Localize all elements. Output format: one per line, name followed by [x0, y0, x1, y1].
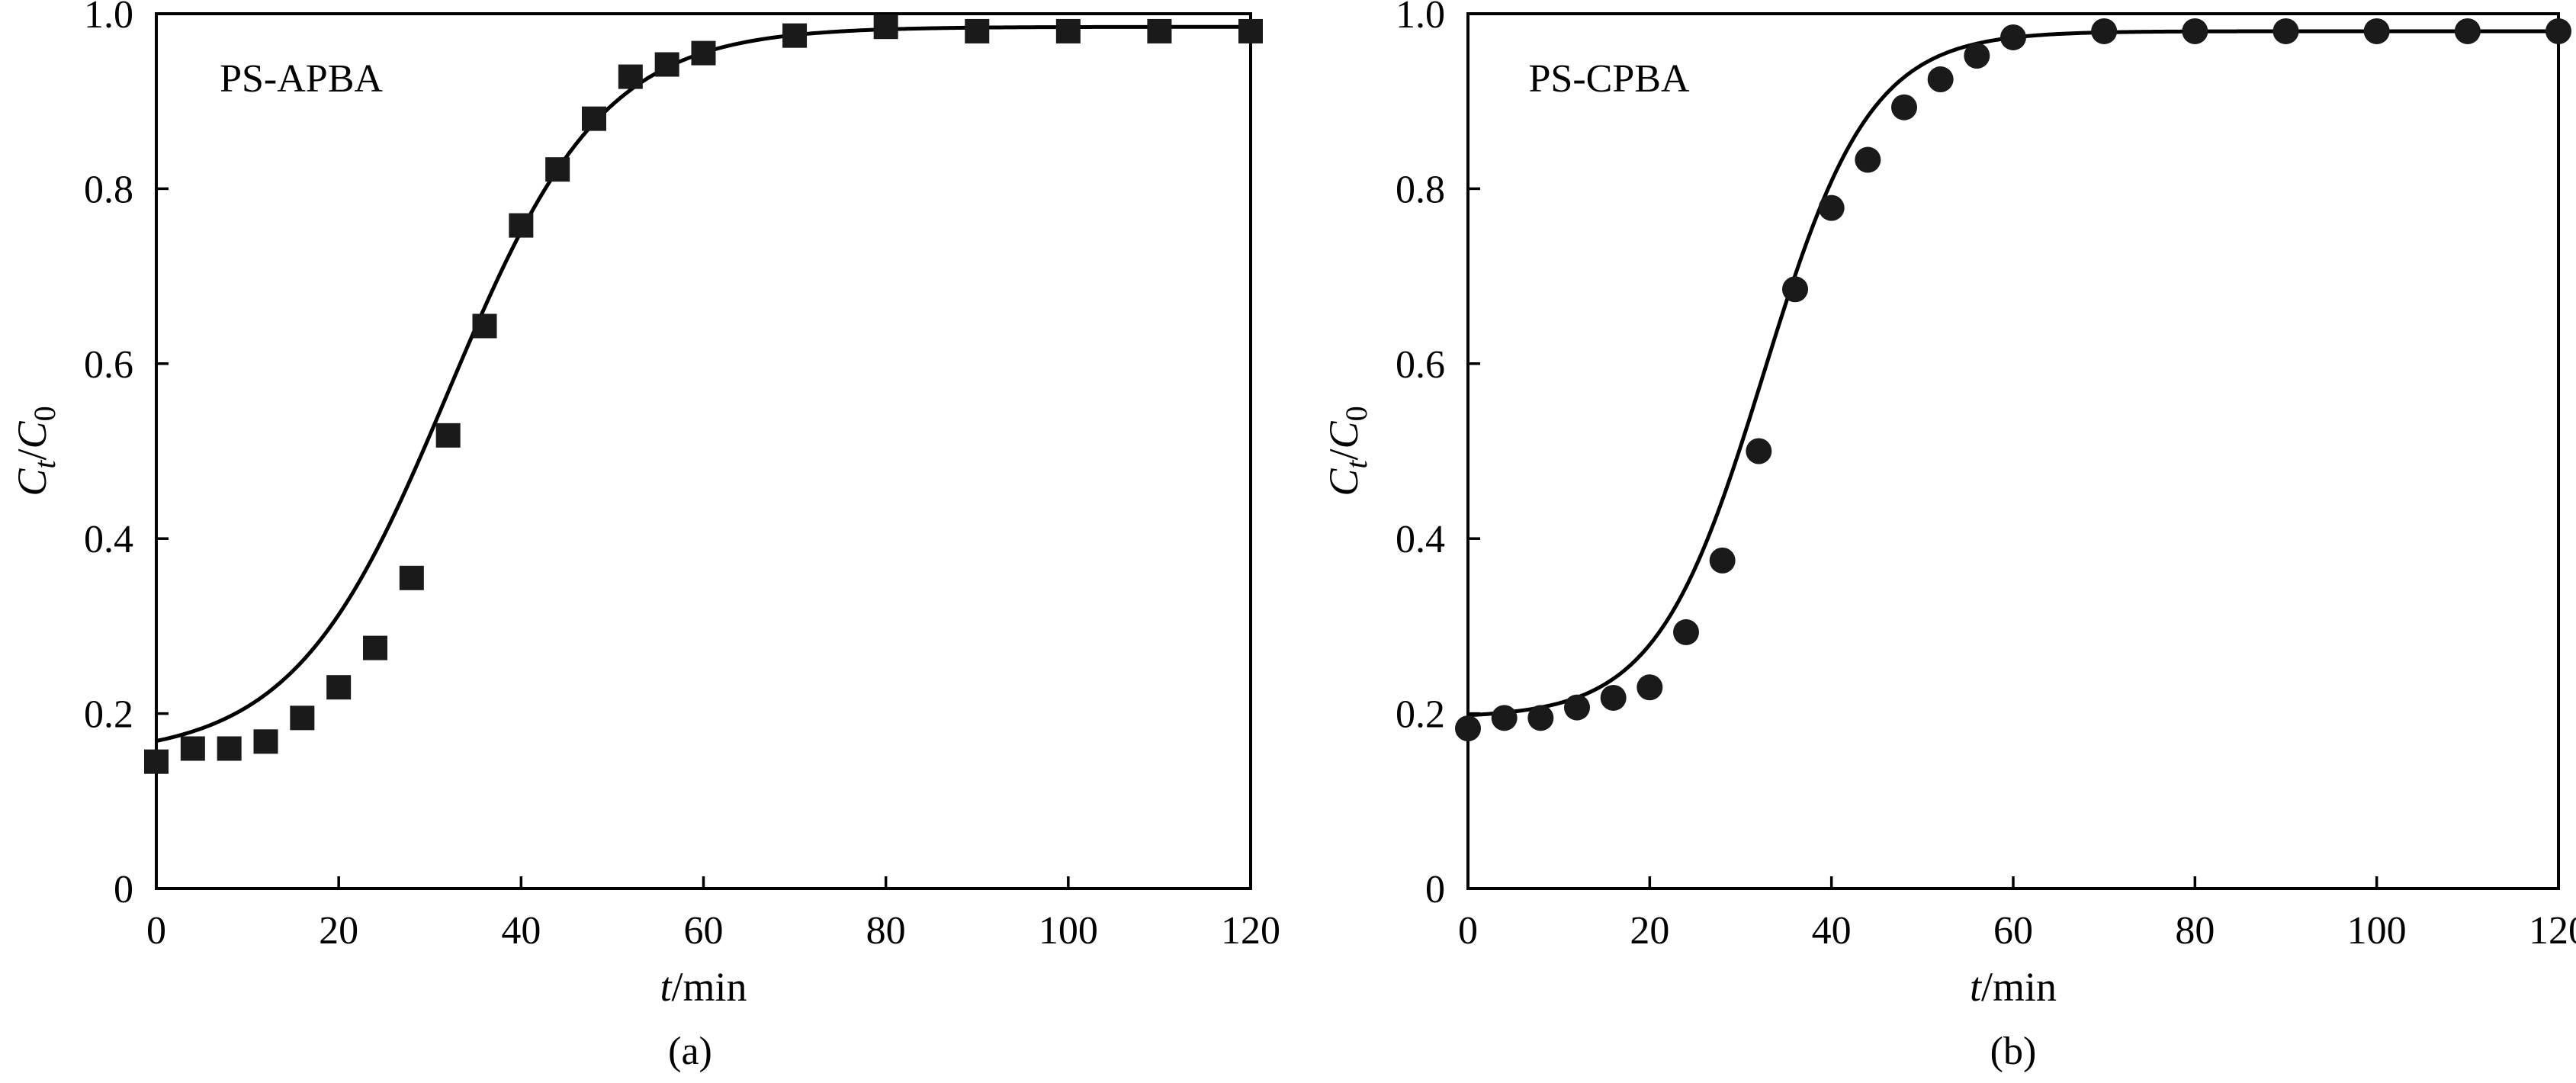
data-point	[2454, 18, 2481, 44]
data-point	[1527, 705, 1554, 731]
data-point	[363, 635, 387, 660]
data-point	[435, 423, 461, 448]
panel-title: PS-CPBA	[1529, 57, 1690, 101]
y-tick-label: 1.0	[84, 0, 133, 37]
x-tick-label: 100	[1039, 909, 1098, 953]
y-tick-label: 0.8	[84, 168, 133, 211]
y-axis-title: Ct/C0	[1321, 406, 1373, 496]
x-tick-label: 40	[501, 909, 541, 953]
data-point	[618, 64, 643, 89]
data-point	[1927, 66, 1954, 93]
data-point	[1600, 684, 1627, 711]
data-point	[290, 705, 315, 731]
plot-frame	[1466, 12, 2560, 890]
data-point	[1782, 276, 1808, 303]
x-tick-label: 20	[319, 909, 358, 953]
x-axis-title: t/min	[660, 964, 747, 1010]
data-point	[2545, 18, 2571, 44]
x-tick-label: 120	[2529, 909, 2576, 953]
data-point	[1238, 18, 1263, 43]
data-point	[582, 106, 606, 131]
y-tick-label: 0.2	[84, 693, 133, 737]
panel-caption: (a)	[668, 1030, 712, 1073]
x-tick-label: 80	[866, 909, 906, 953]
y-tick-label: 0	[1425, 868, 1445, 911]
data-point	[1564, 694, 1590, 721]
data-point	[1709, 547, 1736, 574]
y-tick-label: 0.6	[84, 343, 133, 387]
data-point	[253, 729, 278, 754]
data-point	[1891, 94, 1917, 121]
data-point	[654, 52, 679, 77]
data-point	[691, 40, 716, 66]
x-axis-title: t/min	[1970, 964, 2057, 1010]
data-point	[1746, 438, 1772, 464]
data-point	[2272, 18, 2299, 44]
data-point	[326, 675, 352, 700]
data-point	[144, 749, 169, 774]
y-tick-label: 1.0	[1396, 0, 1445, 37]
data-point	[1818, 194, 1845, 221]
data-point	[399, 565, 424, 590]
x-tick-label: 0	[1458, 909, 1478, 953]
data-point	[1636, 674, 1663, 701]
y-tick-label: 0.4	[1396, 518, 1445, 561]
panel-caption: (b)	[1990, 1030, 2037, 1073]
fit-curve	[156, 24, 1251, 743]
data-point	[472, 313, 497, 339]
data-point	[1147, 18, 1172, 43]
panel-title: PS-APBA	[220, 57, 383, 101]
data-point	[217, 736, 242, 761]
plot-frame	[155, 12, 1252, 890]
y-tick-label: 0.2	[1396, 693, 1445, 737]
panel-a: 0 20 40 60 80 100 120 0 0.2 0.4 0.6 0.8 1.0 t/min Ct/C…	[9, 0, 1280, 1073]
y-tick-label: 0.8	[1396, 168, 1445, 211]
data-point	[2363, 18, 2390, 44]
y-tick-label: 0.6	[1396, 343, 1445, 387]
data-point	[2091, 18, 2118, 44]
data-point	[1491, 705, 1518, 731]
x-tick-label: 40	[1812, 909, 1852, 953]
x-tick-label: 80	[2175, 909, 2215, 953]
data-point	[1855, 146, 1881, 173]
y-tick-label: 0	[114, 868, 133, 911]
x-tick-label: 20	[1630, 909, 1669, 953]
x-tick-label: 120	[1221, 909, 1280, 953]
x-tick-label: 60	[684, 909, 724, 953]
y-axis-title: Ct/C0	[9, 406, 62, 496]
data-point	[545, 157, 570, 182]
data-point	[965, 18, 990, 43]
data-point	[1673, 619, 1699, 645]
data-point	[1455, 715, 1481, 742]
data-point	[2000, 24, 2026, 50]
panel-b: 0 20 40 60 80 100 120 0 0.2 0.4 0.6 0.8 1.0 t/min Ct/C…	[1321, 0, 2576, 1073]
x-tick-label: 60	[1993, 909, 2033, 953]
data-point	[509, 213, 534, 238]
data-point	[1055, 18, 1081, 43]
x-tick-label: 100	[2347, 909, 2407, 953]
y-tick-label: 0.4	[84, 518, 133, 561]
data-point	[1964, 43, 1990, 69]
data-point	[873, 14, 898, 40]
x-tick-label: 0	[146, 909, 166, 953]
fit-curve	[1467, 29, 2558, 718]
data-point	[180, 736, 205, 761]
data-point	[782, 23, 808, 48]
data-point	[2182, 18, 2208, 44]
